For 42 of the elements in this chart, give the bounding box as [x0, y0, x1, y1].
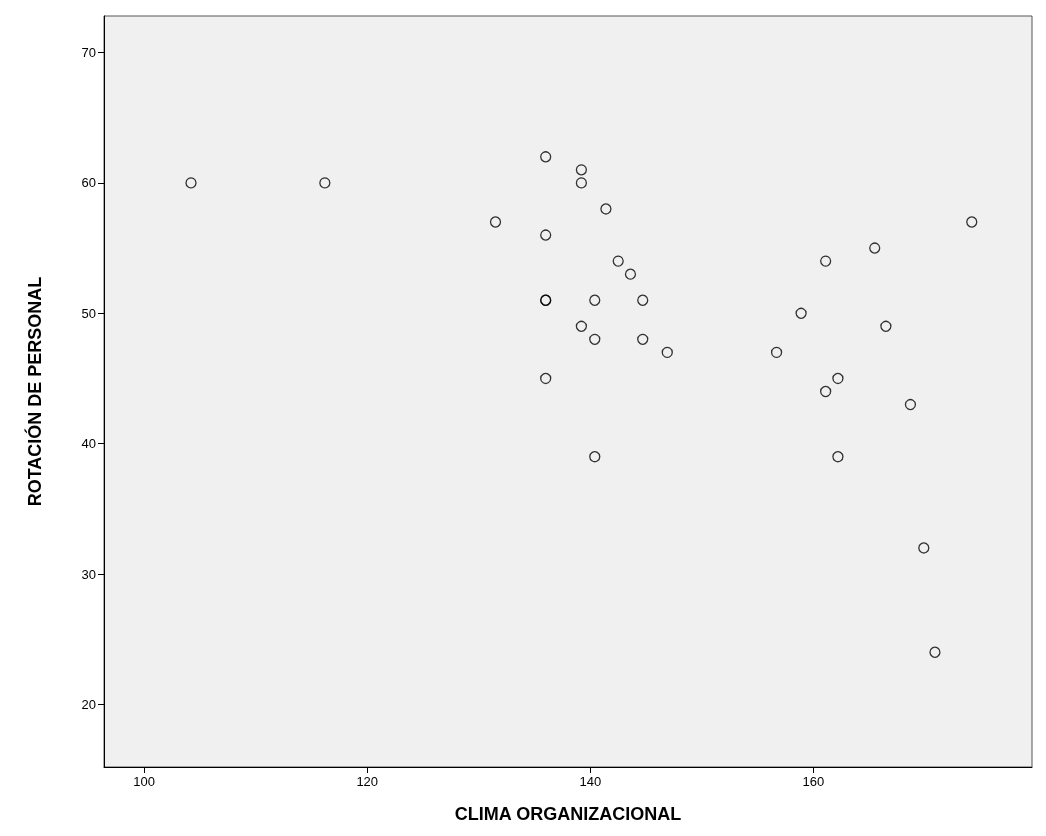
point [637, 333, 649, 345]
point [540, 229, 552, 241]
point [589, 333, 601, 345]
x-tick-label: 160 [802, 774, 825, 789]
point [832, 372, 844, 385]
point [820, 255, 832, 267]
point [795, 307, 807, 319]
point [589, 294, 601, 306]
point [869, 242, 881, 254]
point [489, 216, 502, 228]
point [540, 151, 552, 163]
point [589, 451, 601, 463]
point [661, 346, 673, 359]
y-tick-label: 20 [81, 696, 96, 712]
point [904, 398, 917, 411]
point [880, 320, 892, 332]
x-tick-label: 140 [579, 774, 602, 789]
point [575, 177, 588, 189]
x-axis-title: CLIMA ORGANIZACIONAL [454, 804, 682, 824]
point [600, 203, 612, 215]
point [575, 164, 588, 176]
point [540, 372, 552, 385]
point [185, 177, 197, 189]
point [918, 542, 930, 554]
point [832, 451, 844, 463]
point [575, 320, 588, 332]
x-tick-label: 100 [133, 774, 156, 789]
point [966, 216, 978, 228]
x-tick-label: 120 [356, 774, 379, 789]
y-tick-label: 40 [81, 436, 96, 452]
point [820, 385, 832, 398]
point [319, 177, 331, 189]
y-tick-label: 70 [81, 45, 96, 61]
y-tick-label: 50 [81, 305, 96, 321]
point [612, 255, 624, 267]
y-tick-label: 30 [81, 566, 96, 582]
point [637, 294, 649, 306]
y-tick-label: 60 [81, 175, 96, 191]
point [929, 646, 941, 658]
point [624, 268, 637, 280]
y-axis-title: ROTACIÓN DE PERSONAL [24, 276, 45, 507]
point [770, 346, 783, 359]
